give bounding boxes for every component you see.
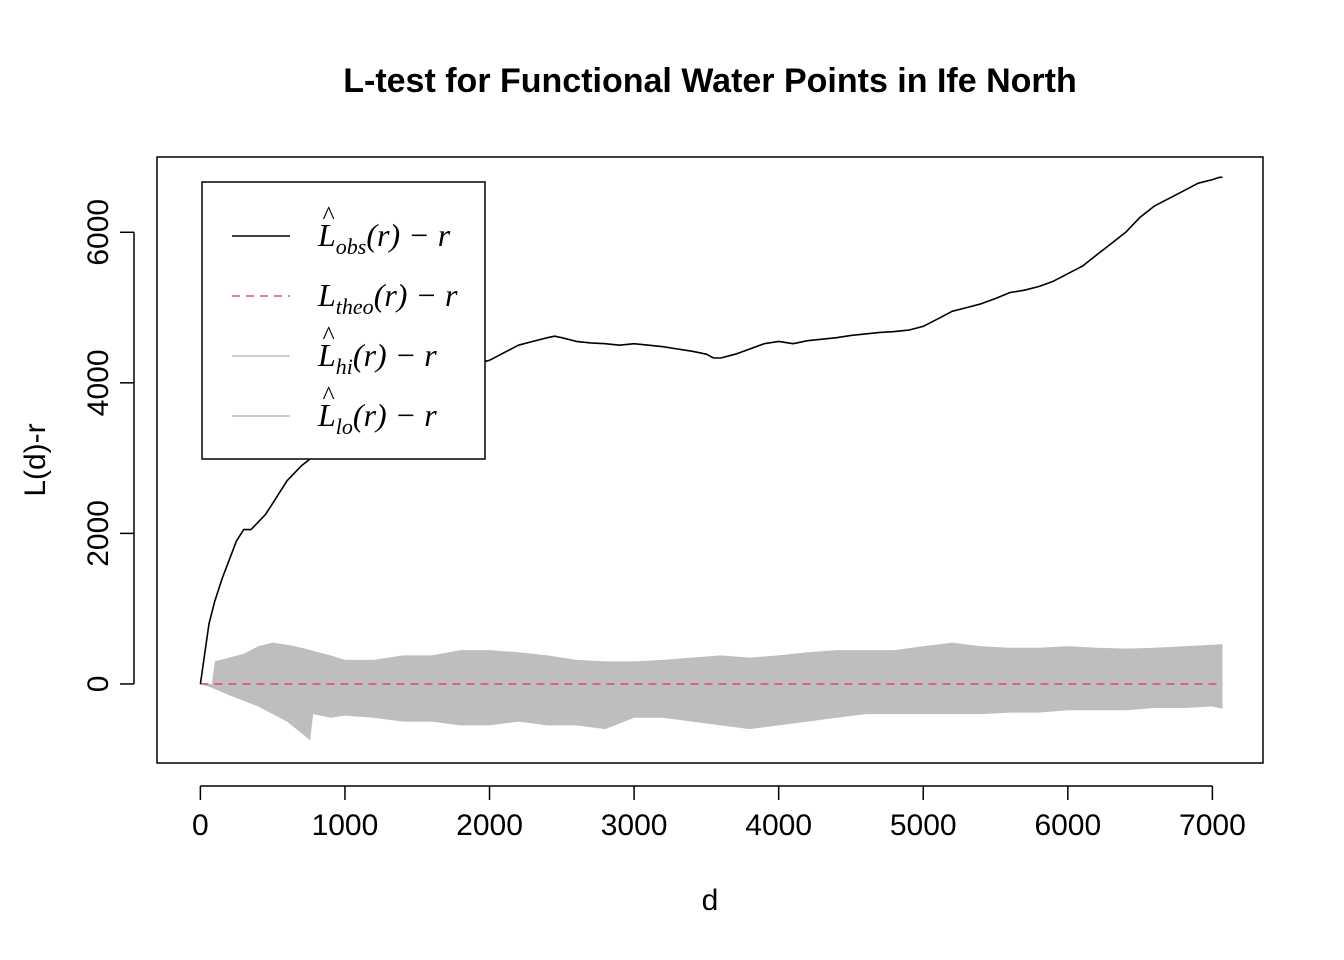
legend-item-lo: Llo(r) − r^ [232, 381, 437, 439]
x-tick-label: 1000 [312, 809, 379, 842]
x-axis-label: d [702, 884, 719, 917]
legend-hat-lo: ^ [322, 381, 335, 410]
y-tick-label: 2000 [82, 500, 115, 567]
x-tick-label: 3000 [601, 809, 668, 842]
legend-item-obs: Lobs(r) − r^ [232, 201, 451, 259]
legend-item-hi: Lhi(r) − r^ [232, 321, 437, 379]
x-tick-label: 6000 [1034, 809, 1101, 842]
x-tick-label: 2000 [456, 809, 523, 842]
legend-label-obs: Lobs(r) − r [317, 217, 451, 259]
legend-label-theo: Ltheo(r) − r [317, 277, 458, 319]
x-tick-label: 5000 [890, 809, 957, 842]
envelope-band [200, 642, 1223, 741]
series-lines [199, 176, 1223, 685]
envelope-band-fill [200, 642, 1223, 741]
legend-hat-hi: ^ [322, 321, 335, 350]
x-tick-label: 0 [192, 809, 209, 842]
legend-label-hi: Lhi(r) − r [317, 337, 437, 379]
x-tick-label: 7000 [1179, 809, 1246, 842]
x-tick-label: 4000 [745, 809, 812, 842]
legend-hat-obs: ^ [322, 201, 335, 230]
y-tick-label: 0 [82, 676, 115, 693]
plot-frame [156, 156, 1264, 764]
y-tick-label: 4000 [82, 349, 115, 416]
y-axis: 0 2000 4000 6000 [82, 199, 135, 693]
y-tick-label: 6000 [82, 199, 115, 266]
legend-box [201, 181, 486, 460]
legend-label-lo: Llo(r) − r [317, 397, 437, 439]
x-axis: 0 1000 2000 3000 4000 5000 6000 7000 [192, 785, 1246, 842]
legend-item-theo: Ltheo(r) − r [232, 277, 458, 319]
y-axis-label: L(d)-r [19, 423, 52, 496]
chart-title: L-test for Functional Water Points in If… [343, 62, 1077, 100]
series-line-obs [199, 176, 1223, 685]
